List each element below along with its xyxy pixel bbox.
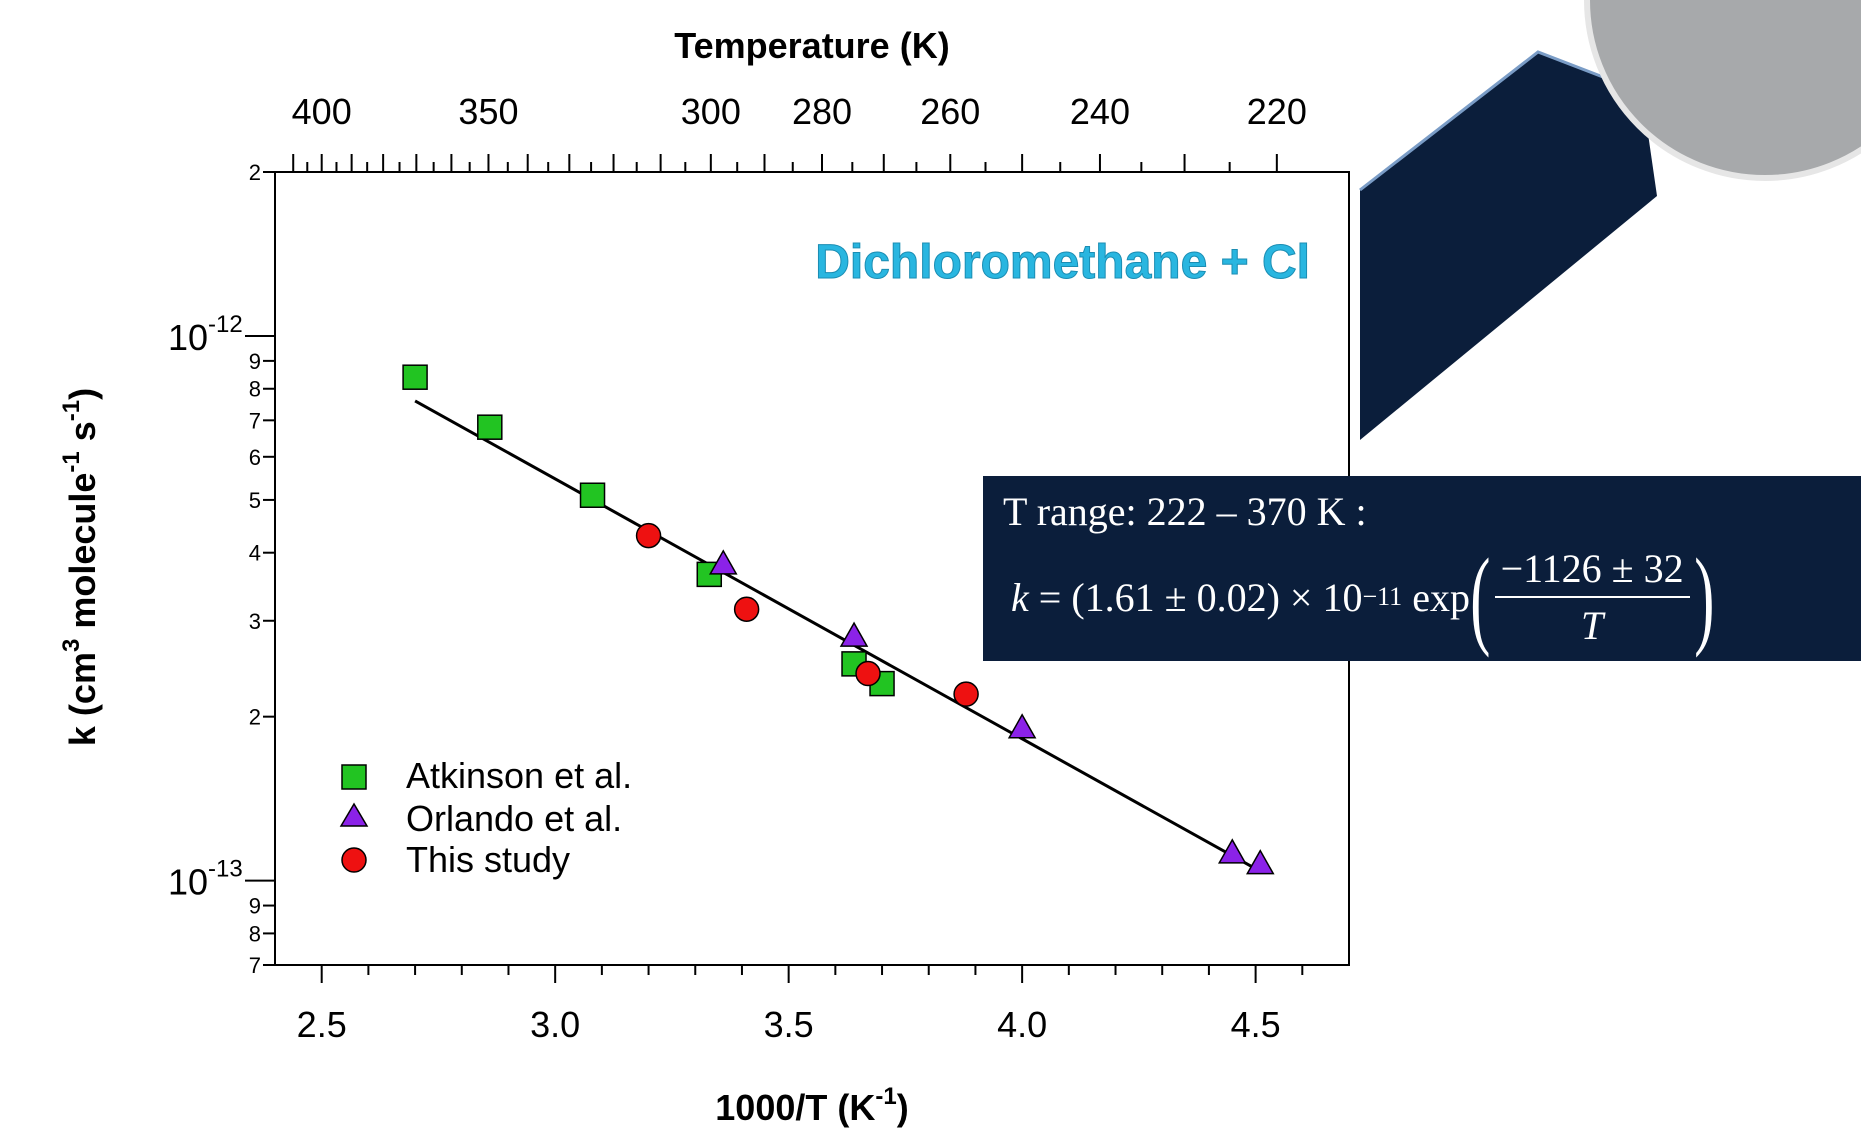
y-major-tick-exp: -12	[208, 311, 243, 338]
top-tick-label: 300	[681, 91, 741, 132]
data-marks	[402, 364, 1275, 875]
y-minor-tick-label: 6	[249, 445, 261, 470]
equation-formula: k = (1.61 ± 0.02) × 10 −11 exp ( −1126 ± …	[1011, 542, 1714, 652]
equation-k: k	[1011, 574, 1029, 620]
atkinson-point	[477, 414, 503, 440]
x-axis-title-text: 1000/T (K	[715, 1087, 875, 1128]
y-major-tick-base: 10	[168, 317, 208, 358]
y-major-tick-base: 10	[168, 862, 208, 903]
y-axis-title-exp3: -1	[58, 400, 85, 421]
x-tick-label: 4.0	[997, 1004, 1047, 1045]
decorative-circle	[1584, 0, 1861, 181]
top-tick-label: 260	[920, 91, 980, 132]
y-minor-tick-label: 2	[249, 705, 261, 730]
this-study-point	[635, 522, 662, 549]
equation-panel: T range: 222 – 370 K : k = (1.61 ± 0.02)…	[983, 476, 1861, 661]
atkinson-point	[579, 482, 606, 508]
legend-marker-atkinson	[341, 764, 367, 790]
y-minor-tick-label: 9	[249, 894, 261, 919]
x-axis-title: 1000/T (K-1)	[715, 1083, 908, 1128]
legend: Atkinson et al. Orlando et al. This stud…	[339, 755, 632, 880]
y-major-tick-label: 10-12	[168, 311, 243, 358]
atkinson-point	[869, 670, 895, 697]
y-major-tick-exp: -13	[208, 856, 243, 883]
y-minor-tick-label: 5	[249, 488, 261, 513]
y-top-tick-label: 2	[249, 160, 261, 185]
equation-exponent: −11	[1362, 582, 1403, 611]
y-axis-title-c: s	[62, 421, 103, 451]
y-minor-tick-label: 9	[249, 349, 261, 374]
equation-exp-func: exp	[1412, 574, 1470, 620]
equation-right-paren: )	[1693, 536, 1715, 658]
legend-marker-orlando	[339, 802, 369, 827]
orlando-point	[839, 621, 869, 647]
top-tick-label: 240	[1070, 91, 1130, 132]
legend-label-atkinson: Atkinson et al.	[406, 755, 632, 796]
equation-fraction: −1126 ± 32 T	[1494, 545, 1690, 649]
orlando-point	[708, 549, 738, 575]
equation-range: T range: 222 – 370 K :	[1003, 489, 1367, 534]
top-tick-label: 400	[292, 91, 352, 132]
x-tick-label: 2.5	[297, 1004, 347, 1045]
this-study-point	[733, 596, 760, 622]
x-tick-label: 4.5	[1231, 1004, 1281, 1045]
legend-label-orlando: Orlando et al.	[406, 798, 622, 839]
this-study-point	[855, 660, 881, 687]
x-tick-label: 3.0	[530, 1004, 580, 1045]
y-minor-tick-label: 7	[249, 953, 261, 978]
top-tick-label: 350	[458, 91, 518, 132]
orlando-point	[1217, 838, 1247, 864]
y-minor-tick-label: 7	[249, 408, 261, 433]
y-axis-title-a: k (cm	[62, 652, 103, 746]
fit-line-group	[414, 399, 1262, 873]
orlando-point	[1007, 713, 1037, 739]
legend-label-this-study: This study	[406, 839, 570, 880]
fit-line	[414, 399, 1262, 873]
y-axis-title-b: molecule	[62, 473, 103, 639]
x-axis-title-exp: -1	[875, 1083, 896, 1110]
y-minor-tick-label: 8	[249, 921, 261, 946]
y-minor-tick-label: 4	[249, 541, 261, 566]
equation-left-paren: (	[1470, 536, 1491, 658]
top-axis-title: Temperature (K)	[674, 25, 949, 66]
decorative-graphics	[1359, 0, 1861, 440]
x-axis-title-close: )	[897, 1087, 909, 1128]
this-study-point	[953, 681, 979, 707]
x-tick-label: 3.5	[764, 1004, 814, 1045]
y-axis-title-exp1: 3	[58, 639, 85, 652]
top-tick-label: 220	[1247, 91, 1307, 132]
decorative-bar-shape	[1360, 52, 1657, 440]
y-axis-title-exp2: -1	[58, 451, 85, 472]
y-minor-tick-label: 3	[249, 609, 261, 634]
equation-denominator: T	[1580, 603, 1604, 648]
y-axis-title-d: )	[62, 388, 103, 400]
top-tick-label: 280	[792, 91, 852, 132]
equation-rhs: = (1.61 ± 0.02) × 10	[1038, 574, 1363, 620]
y-axis-title: k (cm3 molecule-1 s-1)	[58, 388, 103, 746]
y-minor-tick-label: 8	[249, 377, 261, 402]
atkinson-point	[402, 364, 428, 390]
equation-numerator: −1126 ± 32	[1494, 545, 1690, 598]
y-major-tick-label: 10-13	[168, 856, 243, 903]
legend-marker-this-study	[341, 847, 367, 873]
orlando-point	[1245, 849, 1275, 875]
chart-title: Dichloromethane + Cl	[815, 236, 1310, 289]
